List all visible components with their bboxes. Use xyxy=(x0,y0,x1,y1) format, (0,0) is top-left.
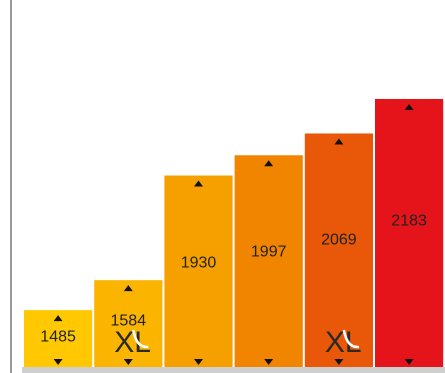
baseline-band xyxy=(22,367,445,373)
xl-logo-icon: XL xyxy=(325,326,362,359)
bar xyxy=(304,133,373,367)
bar-group: 1485 xyxy=(24,310,93,367)
bar-value-label: 1485 xyxy=(40,329,76,346)
down-arrow-icon xyxy=(334,359,344,365)
bar-value-label: 1997 xyxy=(251,244,287,261)
bar xyxy=(234,155,303,367)
down-arrow-icon xyxy=(404,359,414,365)
down-arrow-icon xyxy=(53,359,63,365)
bar-value-label: 2069 xyxy=(321,232,357,249)
bar xyxy=(94,280,163,367)
down-arrow-icon xyxy=(123,359,133,365)
bar xyxy=(164,175,233,367)
up-arrow-icon xyxy=(194,180,203,187)
xl-logo-icon: XL xyxy=(114,326,151,359)
bar-group: 2069 XL xyxy=(304,133,373,367)
down-arrow-icon xyxy=(194,359,203,365)
bar-value-label: 1930 xyxy=(181,255,217,272)
bar-group: 1930 xyxy=(164,175,233,367)
down-arrow-icon xyxy=(264,359,274,365)
xl-logo-swoosh xyxy=(132,329,149,349)
bar-value-label: 1584 xyxy=(111,312,147,329)
up-arrow-icon xyxy=(53,315,63,322)
bar-group: 1997 xyxy=(234,155,303,367)
bar-value-label: 2183 xyxy=(391,213,427,230)
bar-group: 2183 xyxy=(375,98,444,368)
bar xyxy=(375,98,444,368)
up-arrow-icon xyxy=(404,103,414,110)
xl-logo-swoosh xyxy=(342,329,360,349)
up-arrow-icon xyxy=(334,138,344,145)
up-arrow-icon xyxy=(123,285,133,292)
up-arrow-icon xyxy=(264,160,274,167)
